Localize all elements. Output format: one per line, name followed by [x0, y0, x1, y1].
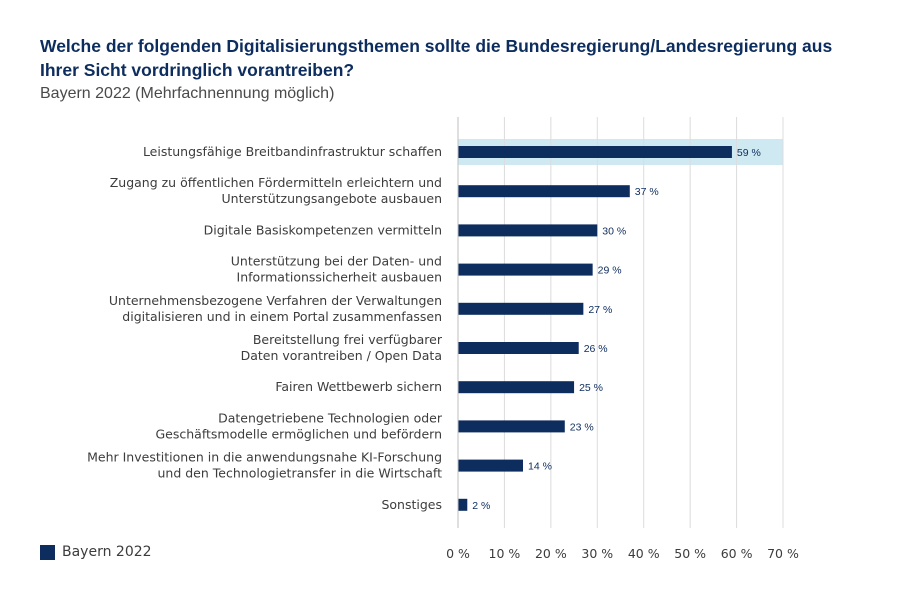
value-label: 30 % [602, 225, 626, 237]
category-label-line: Sonstiges [381, 497, 442, 512]
legend-swatch [40, 544, 55, 560]
bar [458, 302, 584, 315]
category-label-line: Unterstützungsangebote ausbauen [222, 191, 442, 206]
value-label: 2 % [472, 500, 490, 512]
category-label: Unternehmensbezogene Verfahren der Verwa… [109, 293, 442, 324]
x-tick-label: 30 % [581, 546, 613, 561]
value-label: 23 % [570, 421, 594, 433]
chart-subtitle: Bayern 2022 (Mehrfachnennung möglich) [40, 85, 335, 102]
bar [458, 185, 630, 198]
x-tick-label: 10 % [489, 546, 521, 561]
category-label-line: Geschäftsmodelle ermöglichen und beförde… [155, 426, 442, 441]
x-tick-label: 40 % [628, 546, 660, 561]
category-label-line: Mehr Investitionen in die anwendungsnahe… [87, 450, 442, 465]
x-tick-label: 60 % [721, 546, 753, 561]
value-label: 37 % [635, 186, 659, 198]
chart-title: Welche der folgenden Digitalisierungsthe… [40, 36, 833, 80]
bar [458, 459, 523, 472]
category-label: Mehr Investitionen in die anwendungsnahe… [87, 450, 442, 481]
legend-label: Bayern 2022 [62, 544, 152, 560]
bar [458, 263, 593, 276]
category-label-line: digitalisieren und in einem Portal zusam… [122, 309, 442, 324]
category-label-line: Daten vorantreiben / Open Data [241, 348, 442, 363]
value-label: 26 % [584, 343, 608, 355]
category-label-line: Digitale Basiskompetenzen vermitteln [204, 222, 442, 237]
legend: Bayern 2022 [40, 544, 152, 560]
category-label: Bereitstellung frei verfügbarer Daten vor… [241, 332, 443, 363]
category-label-line: Zugang zu öffentlichen Fördermitteln erl… [110, 175, 442, 190]
category-label-line: Datengetriebene Technologien oder [218, 410, 443, 425]
x-tick-label: 20 % [535, 546, 567, 561]
x-tick-label: 70 % [767, 546, 799, 561]
value-label: 29 % [598, 265, 622, 277]
bar [458, 342, 579, 354]
category-label: Digitale Basiskompetenzen vermitteln [204, 222, 442, 237]
category-label-line: Bereitstellung frei verfügbarer [253, 332, 443, 347]
x-tick-label: 50 % [674, 546, 706, 561]
bar [458, 498, 468, 511]
category-label-line: Informationssicherheit ausbauen [237, 270, 442, 285]
bar [458, 224, 598, 237]
category-label: Fairen Wettbewerb sichern [275, 379, 442, 394]
value-label: 59 % [737, 147, 761, 159]
category-label: Zugang zu öffentlichen Fördermitteln erl… [110, 175, 442, 206]
category-label: Datengetriebene Technologien oder Geschäf… [155, 410, 442, 441]
category-label-line: Fairen Wettbewerb sichern [275, 379, 442, 394]
value-label: 27 % [588, 304, 612, 316]
bar [458, 146, 732, 158]
category-label-line: Unternehmensbezogene Verfahren der Verwa… [109, 293, 442, 308]
category-label-line: Leistungsfähige Breitbandinfrastruktur s… [143, 144, 442, 159]
category-label: Unterstützung bei der Daten- und Informat… [231, 254, 442, 285]
bar [458, 381, 575, 394]
category-label: Sonstiges [381, 497, 442, 512]
x-tick-label: 0 % [446, 546, 470, 561]
category-label: Leistungsfähige Breitbandinfrastruktur s… [143, 144, 442, 159]
category-label-line: Unterstützung bei der Daten- und [231, 254, 442, 269]
bar [458, 420, 565, 433]
category-label-line: und den Technologietransfer in die Wirts… [158, 466, 443, 481]
value-label: 25 % [579, 382, 603, 394]
value-label: 14 % [528, 461, 552, 473]
